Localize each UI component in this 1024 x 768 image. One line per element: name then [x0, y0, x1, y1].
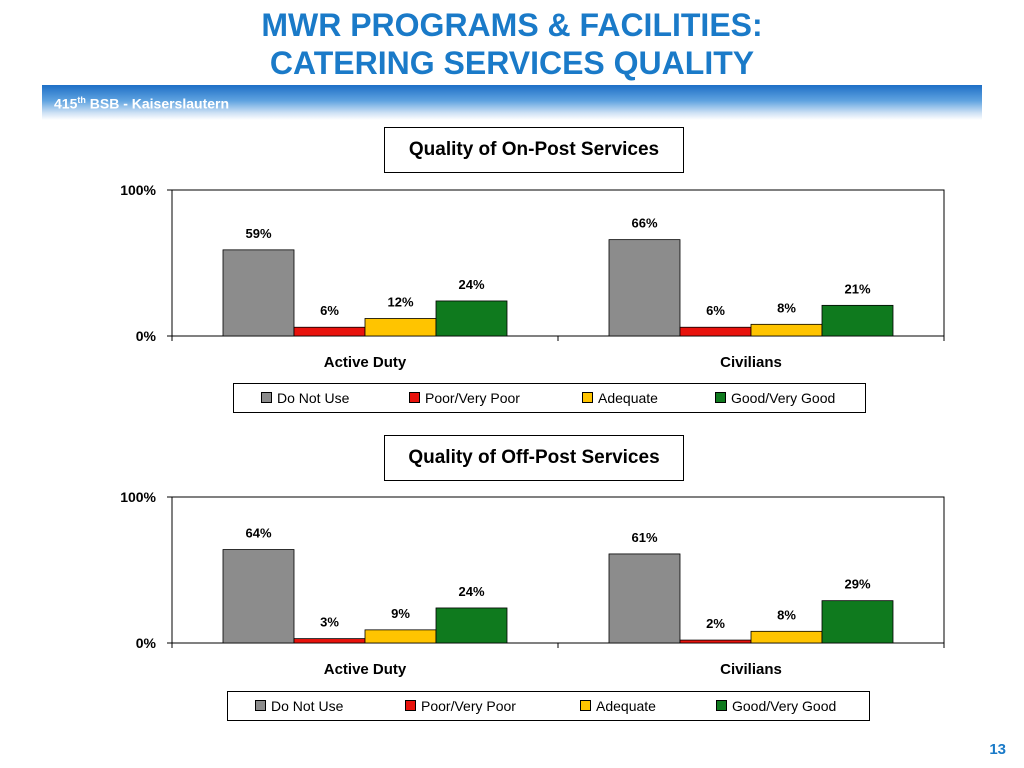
data-label: 66% [631, 216, 657, 231]
chart2-title: Quality of Off-Post Services [384, 435, 684, 481]
legend-item-adequate: Adequate [582, 390, 658, 406]
legend-item-do-not-use: Do Not Use [261, 390, 349, 406]
legend-item-good: Good/Very Good [716, 698, 836, 714]
page-number: 13 [989, 741, 1006, 758]
data-label: 12% [387, 294, 413, 309]
header-banner: 415th BSB - Kaiserslautern [42, 85, 982, 120]
chart1-title: Quality of On-Post Services [384, 127, 684, 173]
bar [679, 326, 752, 337]
y-tick-label: 100% [120, 182, 156, 198]
bar [435, 300, 508, 337]
category-label: Civilians [720, 354, 782, 371]
legend-item-adequate: Adequate [580, 698, 656, 714]
banner-prefix: 415 [54, 95, 78, 112]
legend-swatch-good [716, 700, 727, 711]
data-label: 21% [844, 281, 870, 296]
data-label: 6% [320, 303, 339, 318]
bar [608, 239, 681, 337]
legend-label: Poor/Very Poor [421, 698, 516, 714]
legend-label: Do Not Use [271, 698, 344, 714]
legend-item-do-not-use: Do Not Use [255, 698, 343, 714]
banner-text: 415th BSB - Kaiserslautern [54, 95, 229, 112]
bar [222, 249, 295, 337]
data-label: 59% [245, 226, 271, 241]
chart1-legend: Do Not Use Poor/Very Poor Adequate Good/… [233, 383, 866, 413]
legend-label: Adequate [598, 390, 658, 406]
slide-title-line1: MWR PROGRAMS & FACILITIES: [261, 7, 763, 43]
legend-swatch-good [715, 392, 726, 403]
chart2-legend: Do Not Use Poor/Very Poor Adequate Good/… [227, 691, 870, 721]
legend-item-poor: Poor/Very Poor [405, 698, 516, 714]
legend-label: Good/Very Good [732, 698, 837, 714]
legend-swatch-do-not-use [261, 392, 272, 403]
legend-label: Good/Very Good [731, 390, 836, 406]
data-label: 24% [458, 277, 484, 292]
slide-title: MWR PROGRAMS & FACILITIES: CATERING SERV… [0, 6, 1024, 82]
legend-label: Poor/Very Poor [425, 390, 520, 406]
data-label: 8% [777, 300, 796, 315]
legend-swatch-do-not-use [255, 700, 266, 711]
y-tick-label: 0% [136, 328, 157, 344]
legend-label: Adequate [596, 698, 656, 714]
category-label: Active Duty [324, 354, 407, 371]
legend-label: Do Not Use [277, 390, 350, 406]
bar [364, 318, 437, 337]
legend-item-poor: Poor/Very Poor [409, 390, 520, 406]
legend-swatch-poor [405, 700, 416, 711]
bar [821, 304, 894, 337]
legend-swatch-adequate [580, 700, 591, 711]
data-label: 6% [706, 303, 725, 318]
slide-title-line2: CATERING SERVICES QUALITY [269, 45, 755, 81]
legend-item-good: Good/Very Good [715, 390, 835, 406]
legend-swatch-adequate [582, 392, 593, 403]
bar [293, 326, 366, 337]
banner-superscript: th [77, 95, 86, 105]
bar [750, 323, 823, 337]
banner-suffix: BSB - Kaiserslautern [85, 95, 230, 112]
legend-swatch-poor [409, 392, 420, 403]
